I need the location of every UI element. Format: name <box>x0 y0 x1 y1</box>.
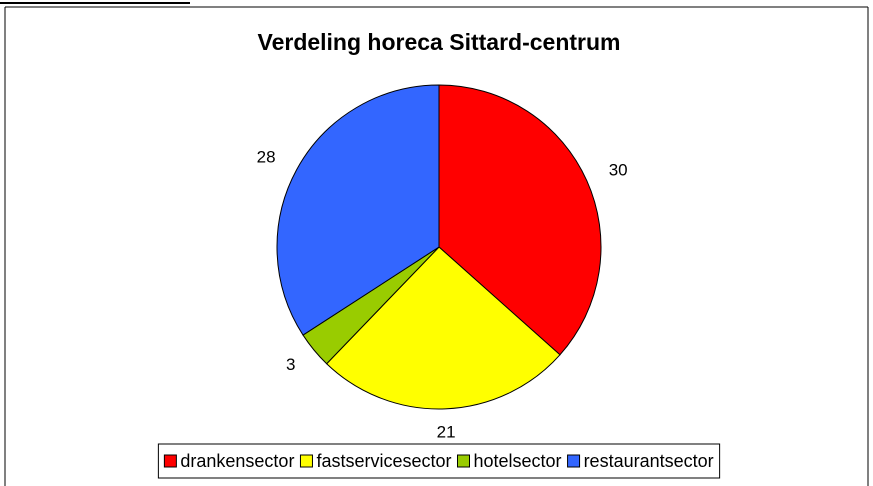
pie-slice <box>276 84 440 336</box>
data-label: 28 <box>257 148 276 167</box>
legend-swatch <box>163 454 177 468</box>
chart-title: Verdeling horeca Sittard-centrum <box>258 29 621 55</box>
legend-label: hotelsector <box>474 451 562 471</box>
data-label: 21 <box>437 422 456 441</box>
pie-slice <box>325 246 561 410</box>
legend-swatch <box>299 454 313 468</box>
legend-swatch <box>567 454 581 468</box>
legend-label: restaurantsector <box>584 451 714 471</box>
legend-swatch <box>457 454 470 468</box>
data-label: 30 <box>609 160 628 179</box>
data-label: 3 <box>286 355 295 374</box>
legend-box <box>157 443 721 479</box>
legend-label: drankensector <box>180 451 294 471</box>
legend-label: fastservicesector <box>316 451 451 471</box>
pie-slice <box>438 84 602 356</box>
